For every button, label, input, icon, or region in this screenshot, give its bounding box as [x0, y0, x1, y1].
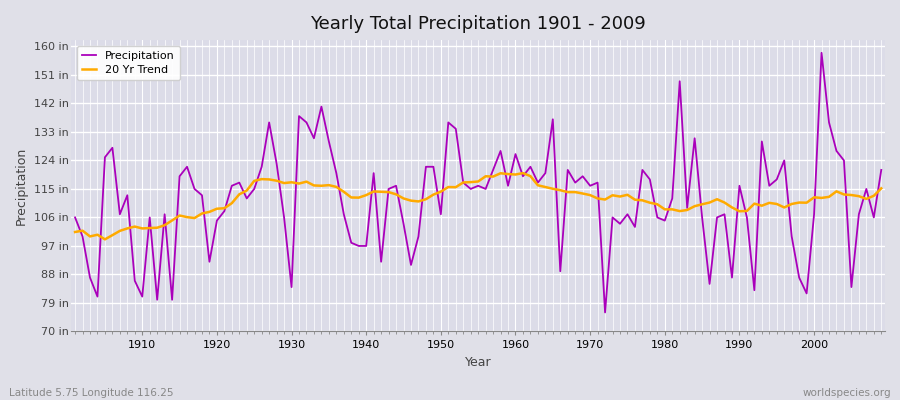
- 20 Yr Trend: [137, 226, 148, 231]
- 20 Yr Trend: [100, 237, 111, 242]
- Y-axis label: Precipitation: Precipitation: [15, 147, 28, 225]
- Precipitation: [510, 152, 521, 156]
- Text: worldspecies.org: worldspecies.org: [803, 388, 891, 398]
- Precipitation: [338, 212, 349, 217]
- Precipitation: [502, 183, 513, 188]
- Precipitation: [608, 215, 618, 220]
- Precipitation: [816, 50, 827, 55]
- Line: 20 Yr Trend: 20 Yr Trend: [75, 173, 881, 239]
- Text: Latitude 5.75 Longitude 116.25: Latitude 5.75 Longitude 116.25: [9, 388, 174, 398]
- X-axis label: Year: Year: [465, 356, 491, 369]
- 20 Yr Trend: [876, 186, 886, 191]
- 20 Yr Trend: [302, 179, 312, 184]
- 20 Yr Trend: [615, 194, 626, 199]
- Precipitation: [876, 168, 886, 172]
- 20 Yr Trend: [525, 174, 535, 178]
- 20 Yr Trend: [510, 172, 521, 177]
- 20 Yr Trend: [346, 195, 356, 200]
- Precipitation: [69, 215, 80, 220]
- Precipitation: [599, 310, 610, 315]
- Precipitation: [293, 114, 304, 118]
- Precipitation: [130, 278, 140, 283]
- Legend: Precipitation, 20 Yr Trend: Precipitation, 20 Yr Trend: [76, 46, 180, 80]
- Title: Yearly Total Precipitation 1901 - 2009: Yearly Total Precipitation 1901 - 2009: [310, 15, 646, 33]
- Line: Precipitation: Precipitation: [75, 53, 881, 312]
- 20 Yr Trend: [518, 171, 528, 176]
- 20 Yr Trend: [69, 230, 80, 234]
